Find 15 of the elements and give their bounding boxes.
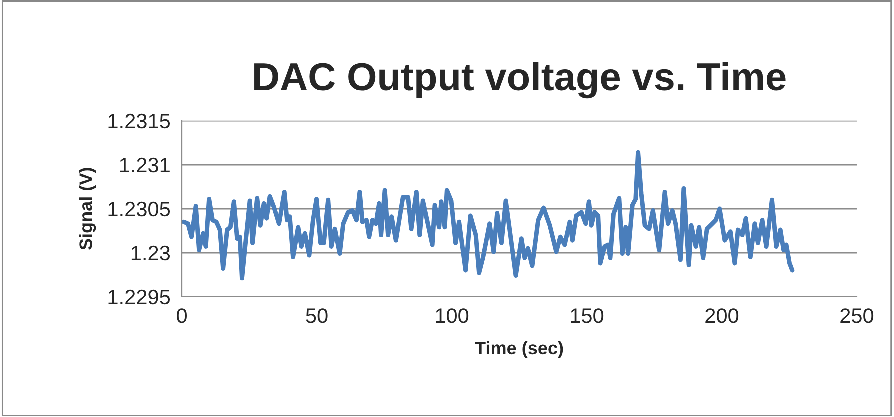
y-tick-label: 1.2315 [108, 114, 170, 129]
x-tick-label: 50 [306, 308, 328, 324]
y-tick-label: 1.23 [132, 246, 170, 261]
y-axis-title: Signal (V) [79, 168, 96, 250]
x-axis-title: Time (sec) [475, 341, 564, 358]
x-tick-label: 200 [706, 308, 739, 324]
y-tick-label: 1.231 [120, 158, 170, 173]
y-tick-label: 1.2305 [108, 202, 170, 217]
y-tick-label: 1.2295 [108, 290, 170, 305]
x-tick-label: 0 [177, 308, 187, 324]
line-series [182, 150, 795, 281]
chart-title: DAC Output voltage vs. Time [254, 62, 786, 99]
x-tick-label: 150 [571, 308, 604, 324]
x-tick-label: 100 [436, 308, 469, 324]
x-tick-label: 250 [840, 308, 874, 324]
